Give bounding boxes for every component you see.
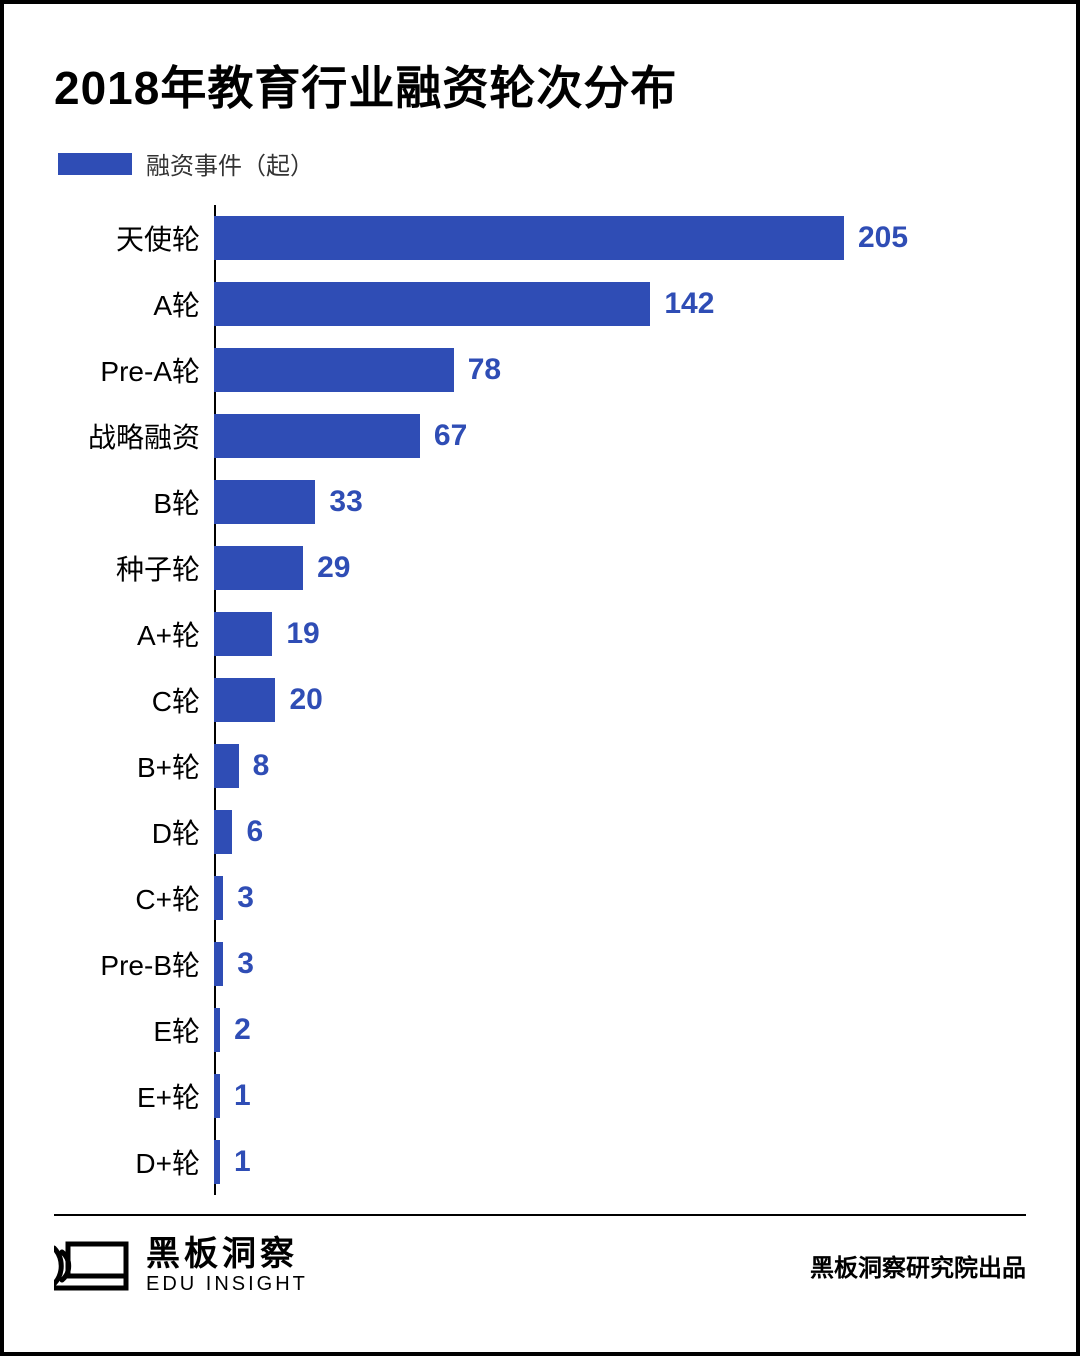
baseline-rule xyxy=(54,1214,1026,1216)
brand-name-cn: 黑板洞察 xyxy=(146,1236,308,1273)
value-label: 3 xyxy=(237,947,254,981)
bar xyxy=(214,744,239,788)
bar-row: B轮33 xyxy=(214,469,1026,535)
bar-chart: 天使轮205A轮142Pre-A轮78战略融资67B轮33种子轮29A+轮19C… xyxy=(54,205,1026,1195)
bar xyxy=(214,942,223,986)
category-label: E轮 xyxy=(153,1010,200,1050)
legend: 融资事件（起） xyxy=(58,146,1026,181)
bar xyxy=(214,1008,220,1052)
brand-text: 黑板洞察 EDU INSIGHT xyxy=(146,1236,308,1295)
category-label: C+轮 xyxy=(135,878,200,918)
value-label: 20 xyxy=(289,683,322,717)
value-label: 205 xyxy=(858,221,908,255)
value-label: 6 xyxy=(246,815,263,849)
legend-swatch xyxy=(58,153,132,175)
bar xyxy=(214,546,303,590)
value-label: 3 xyxy=(237,881,254,915)
category-label: B轮 xyxy=(153,482,200,522)
category-label: A+轮 xyxy=(137,614,200,654)
value-label: 1 xyxy=(234,1079,251,1113)
category-label: 种子轮 xyxy=(116,548,200,588)
legend-label: 融资事件（起） xyxy=(146,146,314,181)
category-label: D轮 xyxy=(152,812,200,852)
category-label: B+轮 xyxy=(137,746,200,786)
category-label: Pre-B轮 xyxy=(100,944,200,984)
brand-logo-icon xyxy=(54,1238,130,1294)
bar xyxy=(214,612,272,656)
value-label: 67 xyxy=(434,419,467,453)
category-label: E+轮 xyxy=(137,1076,200,1116)
value-label: 8 xyxy=(253,749,270,783)
bar xyxy=(214,876,223,920)
bar-row: Pre-A轮78 xyxy=(214,337,1026,403)
bar xyxy=(214,810,232,854)
bar xyxy=(214,216,844,260)
value-label: 33 xyxy=(329,485,362,519)
bar xyxy=(214,678,275,722)
value-label: 2 xyxy=(234,1013,251,1047)
category-label: 战略融资 xyxy=(88,416,200,456)
bar xyxy=(214,348,454,392)
credit-text: 黑板洞察研究院出品 xyxy=(810,1248,1026,1283)
bar-row: 天使轮205 xyxy=(214,205,1026,271)
bar-row: 种子轮29 xyxy=(214,535,1026,601)
brand-name-en: EDU INSIGHT xyxy=(146,1273,308,1295)
category-label: A轮 xyxy=(153,284,200,324)
bar-row: E+轮1 xyxy=(214,1063,1026,1129)
value-label: 1 xyxy=(234,1145,251,1179)
bar-row: C+轮3 xyxy=(214,865,1026,931)
bar-row: 战略融资67 xyxy=(214,403,1026,469)
bar-row: D+轮1 xyxy=(214,1129,1026,1195)
category-label: 天使轮 xyxy=(116,218,200,258)
chart-frame: 2018年教育行业融资轮次分布 融资事件（起） 天使轮205A轮142Pre-A… xyxy=(0,0,1080,1356)
brand: 黑板洞察 EDU INSIGHT xyxy=(54,1236,308,1295)
bar xyxy=(214,1074,220,1118)
value-label: 19 xyxy=(286,617,319,651)
bar-row: Pre-B轮3 xyxy=(214,931,1026,997)
value-label: 78 xyxy=(468,353,501,387)
category-label: C轮 xyxy=(152,680,200,720)
bar xyxy=(214,1140,220,1184)
bar-row: D轮6 xyxy=(214,799,1026,865)
chart-title: 2018年教育行业融资轮次分布 xyxy=(54,52,1026,118)
category-label: D+轮 xyxy=(135,1142,200,1182)
bar xyxy=(214,282,650,326)
bar-row: B+轮8 xyxy=(214,733,1026,799)
bar-row: A轮142 xyxy=(214,271,1026,337)
bar xyxy=(214,480,315,524)
bar xyxy=(214,414,420,458)
value-label: 29 xyxy=(317,551,350,585)
value-label: 142 xyxy=(664,287,714,321)
footer: 黑板洞察 EDU INSIGHT 黑板洞察研究院出品 xyxy=(54,1236,1026,1295)
bar-row: A+轮19 xyxy=(214,601,1026,667)
bar-row: E轮2 xyxy=(214,997,1026,1063)
category-label: Pre-A轮 xyxy=(100,350,200,390)
bar-row: C轮20 xyxy=(214,667,1026,733)
